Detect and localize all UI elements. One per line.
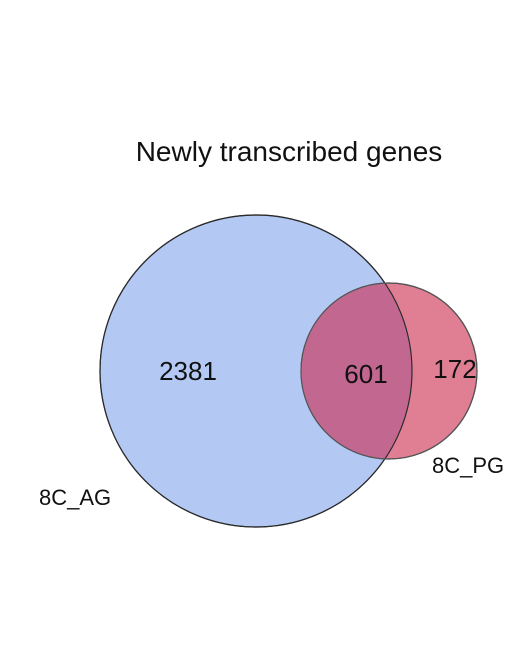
set-label-8c-ag: 8C_AG	[39, 485, 111, 510]
count-8c-pg-only: 172	[433, 354, 476, 384]
set-outline-8c-pg	[300, 282, 478, 460]
count-8c-ag-only: 2381	[159, 356, 217, 386]
overlap-region	[301, 283, 412, 459]
set-label-8c-pg: 8C_PG	[432, 453, 504, 478]
count-overlap: 601	[344, 359, 387, 389]
diagram-title: Newly transcribed genes	[136, 136, 443, 167]
set-outline-8c-ag	[99, 214, 413, 528]
